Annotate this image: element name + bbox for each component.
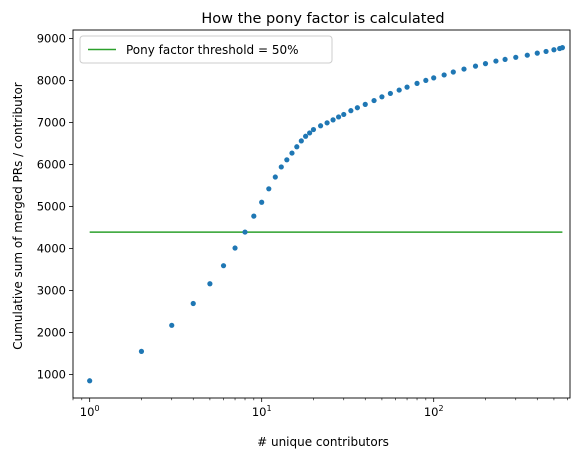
y-axis-label: Cumulative sum of merged PRs / contribut… bbox=[11, 82, 25, 350]
data-point bbox=[502, 56, 508, 63]
data-point bbox=[431, 75, 437, 81]
y-tick-label: 6000 bbox=[37, 157, 66, 171]
data-point bbox=[441, 72, 447, 78]
data-point bbox=[336, 114, 342, 120]
legend-box bbox=[79, 35, 333, 64]
y-tick-label: 5000 bbox=[37, 199, 66, 213]
x-axis-ticks: 100 101 102 bbox=[72, 398, 568, 419]
x-axis-label: # unique contributors bbox=[257, 435, 389, 449]
data-point bbox=[543, 48, 549, 55]
data-point bbox=[387, 90, 393, 97]
y-tick-label: 8000 bbox=[37, 73, 66, 87]
data-point bbox=[272, 174, 278, 180]
data-point bbox=[317, 123, 324, 129]
y-tick-label: 2000 bbox=[37, 325, 66, 339]
legend-threshold-label: Pony factor threshold = 50% bbox=[126, 43, 299, 57]
data-point bbox=[259, 199, 265, 205]
legend: Pony factor threshold = 50% bbox=[79, 35, 333, 64]
data-point bbox=[242, 229, 248, 235]
x-tick-label: 101 bbox=[252, 404, 272, 419]
data-point bbox=[461, 66, 467, 72]
data-point bbox=[379, 94, 385, 100]
chart-title: How the pony factor is calculated bbox=[201, 11, 444, 27]
data-point bbox=[423, 77, 429, 84]
y-tick-label: 7000 bbox=[37, 115, 66, 129]
data-point bbox=[414, 80, 420, 86]
data-point bbox=[396, 87, 402, 93]
data-point bbox=[371, 97, 377, 104]
data-point bbox=[559, 45, 565, 51]
data-point bbox=[207, 281, 213, 287]
data-point bbox=[138, 348, 145, 354]
data-point bbox=[348, 108, 354, 114]
data-point bbox=[330, 117, 336, 123]
data-point bbox=[294, 144, 300, 150]
data-point bbox=[362, 101, 368, 107]
data-point bbox=[310, 126, 317, 133]
data-point bbox=[324, 120, 330, 126]
data-point bbox=[220, 263, 227, 269]
data-point bbox=[266, 186, 272, 192]
data-point bbox=[450, 69, 456, 75]
data-point bbox=[251, 213, 257, 219]
points-layer bbox=[87, 45, 565, 384]
data-point bbox=[284, 157, 290, 163]
y-axis-ticks: 1000 2000 3000 4000 5000 6000 7000 8000 9000 bbox=[37, 31, 73, 381]
plot-frame bbox=[72, 29, 571, 399]
data-point bbox=[551, 47, 557, 53]
data-point bbox=[278, 164, 284, 170]
data-point bbox=[482, 61, 489, 67]
data-point bbox=[493, 58, 499, 64]
data-point bbox=[302, 133, 309, 139]
y-tick-label: 9000 bbox=[37, 31, 66, 45]
data-point bbox=[472, 63, 479, 69]
data-point bbox=[169, 322, 175, 328]
data-point bbox=[524, 52, 530, 58]
y-tick-label: 4000 bbox=[37, 241, 66, 255]
data-point bbox=[232, 245, 238, 251]
data-point bbox=[289, 150, 295, 156]
data-point bbox=[513, 54, 519, 60]
data-point bbox=[190, 300, 196, 307]
x-tick-label: 102 bbox=[424, 404, 444, 419]
y-tick-label: 3000 bbox=[37, 283, 66, 297]
data-point bbox=[404, 84, 410, 90]
data-point bbox=[87, 378, 93, 384]
data-point bbox=[534, 50, 540, 56]
data-point bbox=[341, 111, 347, 118]
data-point bbox=[354, 105, 360, 111]
data-point bbox=[307, 130, 313, 136]
x-tick-label: 100 bbox=[80, 404, 100, 419]
plot-area bbox=[73, 30, 570, 398]
data-point bbox=[298, 138, 304, 144]
y-tick-label: 1000 bbox=[37, 367, 66, 381]
